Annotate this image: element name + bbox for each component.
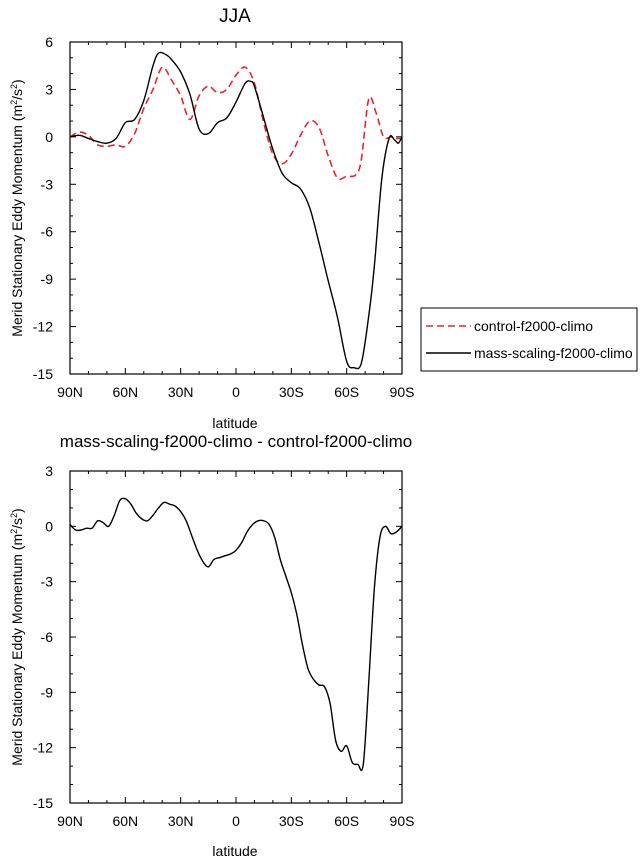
- x-tick-label: 90S: [390, 813, 415, 829]
- y-tick-label: -3: [41, 176, 54, 192]
- y-tick-label: 6: [45, 34, 53, 50]
- y-tick-label: -6: [41, 629, 54, 645]
- series-group-top: [69, 51, 403, 370]
- x-tick-label: 30N: [168, 384, 194, 400]
- y-axis-label-bottom: Merid Stationary Eddy Momentum (m2/s2): [9, 508, 25, 765]
- legend-box: [420, 307, 638, 372]
- y-tick-label: -3: [41, 574, 54, 590]
- y-tick-label: -9: [41, 271, 54, 287]
- chart-title-top: JJA: [219, 6, 251, 27]
- y-tick-label: -9: [41, 684, 54, 700]
- y-axis-label-top: Merid Stationary Eddy Momentum (m2/s2): [9, 79, 25, 336]
- legend-label-mass-scaling: mass-scaling-f2000-climo: [474, 345, 633, 361]
- y-tick-label: 0: [45, 518, 53, 534]
- y-tick-label: -15: [33, 795, 53, 811]
- legend-label-control: control-f2000-climo: [474, 318, 593, 334]
- y-tick-label: -12: [33, 740, 53, 756]
- y-tick-label: -12: [33, 319, 53, 335]
- x-axis-label-top: latitude: [212, 415, 257, 431]
- chart-top: JJA 90N 60N 30N 0 30S 60S 90S 6 3 0 -3 -6 -9 -12 -15 l…: [9, 6, 638, 431]
- series-group-bottom: [69, 497, 403, 772]
- y-tick-label: 3: [45, 463, 53, 479]
- x-tick-label: 90N: [57, 813, 83, 829]
- x-axis-label-bottom: latitude: [212, 843, 257, 859]
- y-tick-label: -15: [33, 366, 53, 382]
- x-tick-label: 90S: [390, 384, 415, 400]
- x-tick-label: 60N: [112, 384, 138, 400]
- x-tick-label: 30S: [279, 384, 304, 400]
- x-tick-label: 60S: [334, 384, 359, 400]
- series-line-control-f2000-climo: [69, 66, 403, 181]
- chart-title-bottom: mass-scaling-f2000-climo - control-f2000…: [60, 432, 412, 451]
- x-tick-label: 30S: [279, 813, 304, 829]
- legend: control-f2000-climo mass-scaling-f2000-c…: [420, 307, 638, 372]
- series-line-difference: [69, 497, 403, 772]
- x-tick-label: 60N: [112, 813, 138, 829]
- y-tick-label: 0: [45, 129, 53, 145]
- series-line-mass-scaling-f2000-climo: [69, 51, 403, 370]
- y-tick-label: -6: [41, 224, 54, 240]
- plot-frame-bottom: [69, 470, 403, 804]
- x-tick-label: 0: [232, 813, 240, 829]
- x-tick-label: 30N: [168, 813, 194, 829]
- axis-ticks-bottom: 90N 60N 30N 0 30S 60S 90S 3 0 -3 -6 -9 -12 -15: [33, 463, 415, 829]
- y-tick-label: 3: [45, 81, 53, 97]
- axis-ticks-top: 90N 60N 30N 0 30S 60S 90S 6 3 0 -3 -6 -9 -12 -15: [33, 34, 415, 400]
- plot-frame-top: [69, 41, 403, 375]
- chart-bottom: mass-scaling-f2000-climo - control-f2000…: [9, 432, 414, 859]
- x-tick-label: 90N: [57, 384, 83, 400]
- x-tick-label: 0: [232, 384, 240, 400]
- x-tick-label: 60S: [334, 813, 359, 829]
